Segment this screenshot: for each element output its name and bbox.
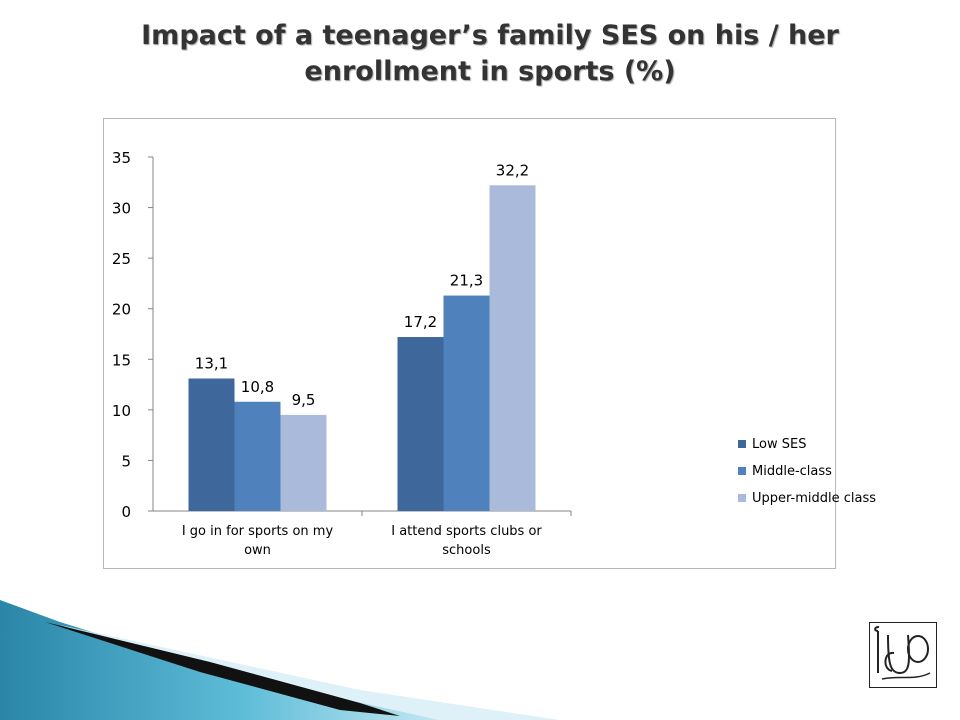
decor-black-swoosh [45,622,400,716]
bar [443,295,490,511]
data-label: 10,8 [241,378,274,396]
udo-monogram-icon [869,622,937,688]
legend-label: Middle-class [752,464,832,479]
chart-frame: 0 5 10 15 20 25 30 35 13,1 10,8 9,5 I go in for spo… [103,118,876,569]
y-tick-label: 0 [121,503,131,521]
bar [489,185,536,511]
legend-swatch [738,466,746,475]
data-label: 9,5 [292,391,316,409]
y-tick-label: 15 [112,351,131,369]
category-label: I attend sports clubs or [391,524,542,539]
chart-legend: Low SES Middle-class Upper-middle class [738,435,876,516]
category-label: schools [442,543,491,558]
legend-item: Upper-middle class [738,489,876,516]
data-label: 32,2 [496,161,529,179]
bar [397,337,444,511]
data-label: 21,3 [450,272,483,290]
y-tick-label: 35 [112,149,131,167]
title-line-1: Impact of a teenager’s family SES on his… [141,20,839,51]
legend-swatch [738,439,746,448]
y-tick-label: 25 [112,250,131,268]
y-tick-label: 5 [121,452,131,470]
legend-swatch [738,493,746,502]
data-label: 13,1 [195,355,228,373]
bar-chart: 0 5 10 15 20 25 30 35 13,1 10,8 9,5 I go in for spo… [112,149,572,558]
legend-item: Middle-class [738,462,876,489]
slide-title: Impact of a teenager’s family SES on his… [100,18,880,90]
data-label: 17,2 [404,313,437,331]
category-label: I go in for sports on my [182,524,334,539]
y-tick-label: 10 [112,402,131,420]
bar [234,401,281,511]
title-line-2: enrollment in sports (%) [304,56,676,87]
decor-teal-wave [0,600,440,720]
y-tick-label: 30 [112,200,131,218]
category-label: own [244,543,271,558]
legend-item: Low SES [738,435,876,462]
legend-label: Upper-middle class [752,491,877,506]
bar [188,378,235,511]
bar [280,414,327,511]
legend-label: Low SES [752,437,807,452]
y-tick-label: 20 [112,301,131,319]
